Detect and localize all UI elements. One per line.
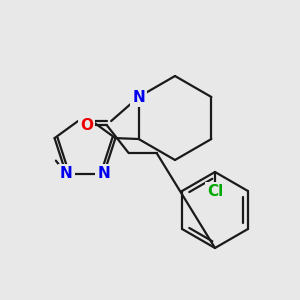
Text: N: N — [98, 167, 110, 182]
Text: N: N — [132, 89, 145, 104]
Text: Cl: Cl — [207, 184, 223, 200]
Text: N: N — [60, 167, 73, 182]
Text: O: O — [80, 118, 93, 133]
